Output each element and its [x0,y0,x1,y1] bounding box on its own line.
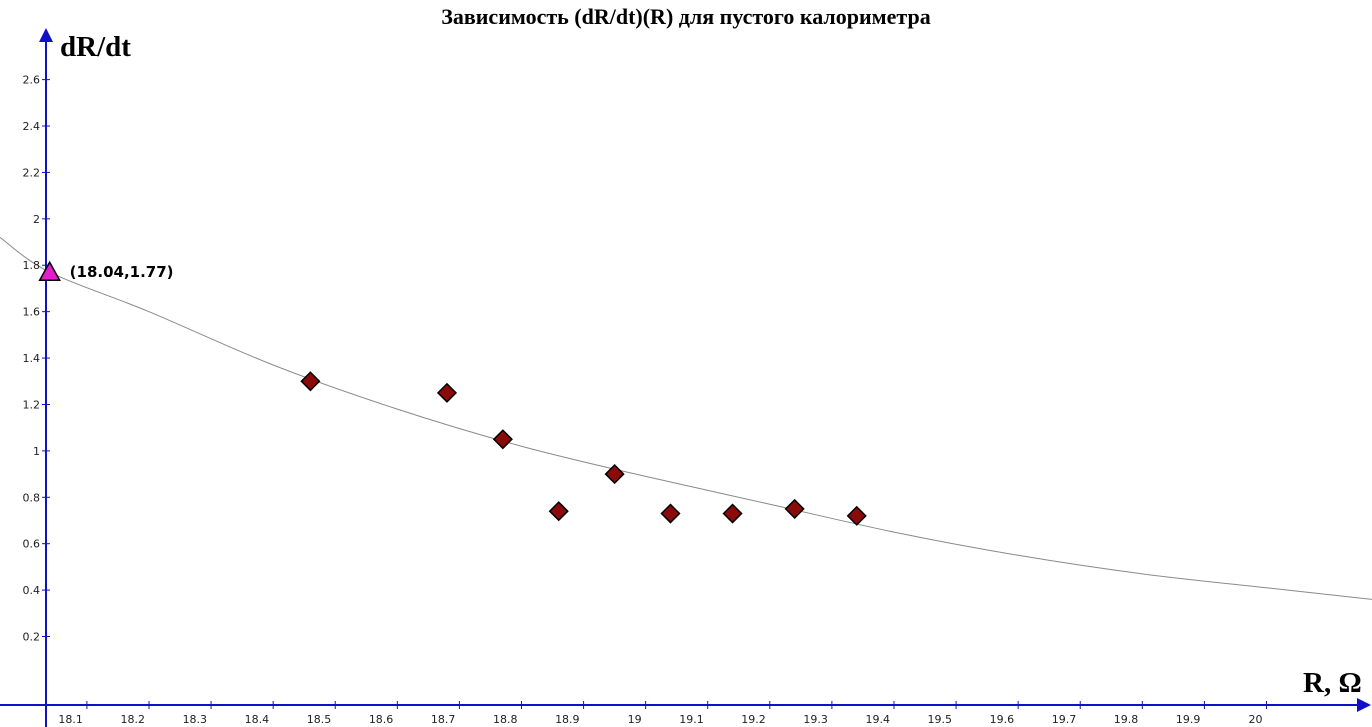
x-tick-label: 19.6 [990,713,1015,726]
x-axis-title: R, Ω [1303,667,1362,699]
x-tick-label: 19.7 [1052,713,1077,726]
axes [0,28,1371,727]
y-tick-label: 1.2 [23,398,41,411]
x-tick-label: 19.3 [803,713,828,726]
x-tick-label: 18.1 [58,713,83,726]
y-tick-label: 1.8 [23,259,41,272]
data-point-diamond [492,429,513,450]
y-tick-label: 0.6 [23,538,41,551]
fit-curve [0,236,1372,600]
x-tick-label: 18.8 [493,713,518,726]
x-tick-label: 19 [628,713,642,726]
x-tick-label: 18.9 [555,713,580,726]
x-tick-label: 19.8 [1114,713,1139,726]
x-tick-label: 18.2 [120,713,145,726]
y-tick-label: 0.2 [23,631,41,644]
fit-curve-layer [0,236,1372,600]
x-tick-label: 18.7 [431,713,456,726]
y-tick-label: 0.4 [23,584,41,597]
data-point-diamond [604,464,625,485]
data-point-diamond [660,503,681,524]
y-axis-title: dR/dt [60,31,131,63]
point-annotation: (18.04,1.77) [70,263,174,281]
x-tick-label: 18.5 [307,713,332,726]
x-tick-label: 19.2 [741,713,766,726]
y-tick-label: 2.2 [23,166,41,179]
y-tick-label: 1.6 [23,306,41,319]
x-tick-label: 18.6 [369,713,394,726]
x-tick-label: 19.5 [928,713,953,726]
y-tick-label: 1 [33,445,40,458]
data-point-triangle [38,260,61,281]
y-tick-label: 2.6 [23,74,41,87]
data-point-diamond [300,371,321,392]
x-tick-label: 18.3 [183,713,208,726]
x-tick-label: 19.4 [865,713,890,726]
y-tick-label: 2 [33,213,40,226]
y-tick-label: 1.4 [23,352,41,365]
data-point-diamond [784,498,805,519]
data-points: (18.04,1.77) [38,260,867,526]
x-tick-label: 19.9 [1176,713,1201,726]
x-axis-arrow-icon [1357,698,1371,712]
chart-title: Зависимость (dR/dt)(R) для пустого калор… [441,4,930,29]
x-tick-label: 20 [1248,713,1262,726]
y-tick-label: 2.4 [23,120,41,133]
data-point-diamond [436,382,458,403]
ticks: 18.1 18.2 18.3 18.4 18.5 18.6 18.7 18.8 18.9 19 19… [23,74,1267,726]
x-tick-label: 18.4 [245,713,270,726]
y-axis-arrow-icon [39,28,53,42]
data-point-diamond [846,505,867,526]
data-point-diamond [548,501,569,522]
y-tick-label: 0.8 [23,491,41,504]
data-point-diamond [722,503,743,524]
x-tick-label: 19.1 [679,713,704,726]
